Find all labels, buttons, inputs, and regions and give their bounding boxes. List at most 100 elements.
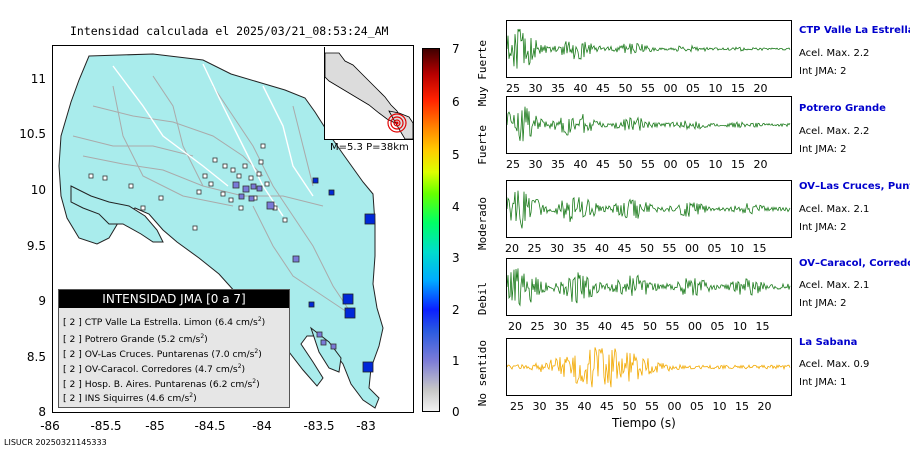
scale-word: Moderado [476,197,489,250]
locator-inset-map [324,47,413,140]
waveform-tick-label: 10 [708,82,723,95]
scale-number: 5 [452,148,460,162]
waveform-tick-label: 15 [735,400,749,413]
station-accel: Acel. Max. 2.2 [799,126,870,137]
waveform-panel[interactable] [506,20,792,78]
waveform-tick-label: 15 [731,82,745,95]
waveform-tick-label: 40 [573,82,588,95]
legend-entry: [ 2 ] OV-Caracol. Corredores (4.7 cm/s2) [63,363,246,376]
waveform-panel[interactable] [506,180,792,238]
waveform-trace [507,268,791,307]
waveform-tick-label: 30 [528,82,543,95]
seismogram-line [507,106,791,142]
time-axis-label: Tiempo (s) [612,416,676,430]
waveform-panel[interactable] [506,96,792,154]
waveform-tick-label: 40 [598,320,612,333]
waveform-tick-label: 40 [577,400,592,413]
map-y-tick: 9 [38,294,46,308]
waveform-tick-label: 35 [572,242,587,255]
seismogram-line [507,28,791,69]
station-accel: Acel. Max. 2.1 [799,204,870,215]
seismogram-line [507,347,791,388]
waveform-tick-label: 20 [753,158,768,171]
inset-region-south [388,110,413,139]
waveform-tick-label: 30 [532,400,547,413]
waveform-tick-label: 35 [551,82,565,95]
waveform-trace [507,347,791,388]
station-intensity: Int JMA: 2 [799,298,847,309]
waveform-trace [507,190,791,229]
waveform-tick-label: 30 [553,320,567,333]
legend-entry: [ 2 ] Potrero Grande (5.2 cm/s2) [63,333,208,346]
map-x-tick: -83.5 [303,419,335,433]
legend-title: INTENSIDAD JMA [0 a 7] [59,290,289,308]
legend-entry: [ 2 ] OV-Las Cruces. Puntarenas (7.0 cm/… [63,348,262,361]
waveform-tick-label: 50 [640,242,654,255]
map-y-tick: 10 [30,183,46,197]
waveform-tick-label: 15 [752,242,767,255]
waveform-tick-label: 50 [618,158,633,171]
waveform-tick-label: 25 [530,320,545,333]
nicoya-peninsula [70,185,164,243]
map-y-tick: 8.5 [26,350,46,364]
map-y-tick: 9.5 [26,239,46,253]
waveform-tick-label: 55 [645,400,659,413]
intensity-color-scale [422,48,440,412]
waveform-tick-label: 05 [686,82,700,95]
station-markers-blue [308,177,376,373]
waveform-tick-label: 30 [550,242,564,255]
waveform-panel[interactable] [506,338,792,396]
waveform-tick-label: 55 [641,158,655,171]
station-name: Potrero Grande [799,103,886,114]
waveform-tick-label: 20 [508,320,522,333]
legend-entry: [ 2 ] INS Siquirres (4.6 cm/s2) [63,392,197,405]
road-network [72,75,354,317]
waveform-tick-label: 40 [595,242,609,255]
legend-entry: [ 2 ] Hosp. B. Aires. Puntarenas (6.2 cm… [63,378,260,391]
scale-number: 0 [452,405,460,419]
station-intensity: Int JMA: 2 [799,144,847,155]
map-x-tick: -84 [252,419,272,433]
waveform-tick-label: 25 [510,400,524,413]
scale-word: Debil [476,282,489,316]
waveform-tick-label: 10 [730,242,744,255]
map-x-tick: -83 [356,419,376,433]
magnitude-depth-label: M=5.3 P=38km [330,142,409,153]
legend-entry: [ 2 ] CTP Valle La Estrella. Limon (6.4 … [63,316,266,329]
waveform-panel[interactable] [506,258,792,316]
waveform-tick-label: 50 [643,320,657,333]
station-markers-violet [232,181,337,350]
station-intensity: Int JMA: 2 [799,222,847,233]
station-intensity: Int JMA: 2 [799,66,847,77]
waveform-tick-label: 00 [685,242,699,255]
waveform-trace [507,106,791,142]
waveform-tick-label: 05 [707,242,722,255]
map-y-tick: 11 [30,72,46,86]
waveform-trace [507,28,791,69]
station-name: La Sabana [799,337,858,348]
scale-number: 4 [452,200,460,214]
waveform-tick-label: 30 [528,158,543,171]
waveform-tick-label: 45 [617,242,632,255]
scale-number: 1 [452,354,460,368]
waveform-tick-label: 35 [555,400,569,413]
waveform-tick-label: 10 [708,158,723,171]
waveform-tick-label: 20 [757,400,772,413]
waveform-tick-label: 25 [506,158,520,171]
station-name: OV–Caracol, Corredore [799,258,910,269]
map-title: Intensidad calculada el 2025/03/21_08:53… [70,24,389,38]
waveform-tick-label: 55 [665,320,680,333]
waveform-tick-label: 00 [663,158,678,171]
waveform-tick-label: 05 [710,320,725,333]
waveform-tick-label: 45 [596,158,610,171]
waveform-tick-label: 10 [712,400,727,413]
waveform-tick-label: 35 [551,158,565,171]
intensity-legend: INTENSIDAD JMA [0 a 7] [ 2 ] CTP Valle L… [58,289,290,408]
waveform-tick-label: 05 [690,400,704,413]
station-intensity: Int JMA: 1 [799,377,847,388]
waveform-tick-label: 40 [573,158,588,171]
station-accel: Acel. Max. 2.2 [799,48,870,59]
waveform-tick-label: 50 [618,82,633,95]
waveform-tick-label: 25 [506,82,520,95]
costa-rica-map-svg [58,53,384,409]
